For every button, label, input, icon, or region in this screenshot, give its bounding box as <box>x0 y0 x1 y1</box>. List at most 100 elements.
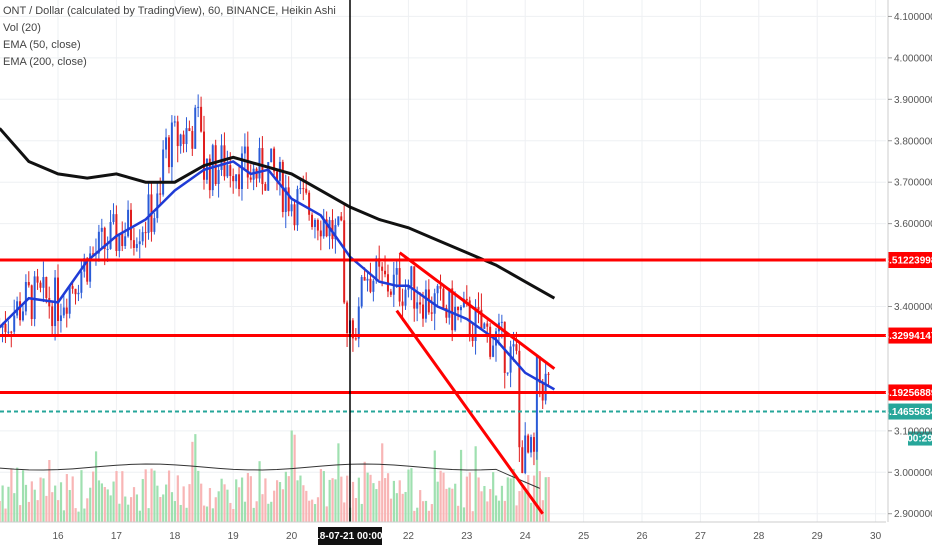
volume-bar <box>530 502 533 522</box>
volume-bar <box>340 476 343 522</box>
volume-bar <box>65 474 68 522</box>
volume-bar <box>328 479 331 522</box>
candle-body <box>384 270 387 275</box>
candle-body <box>325 219 328 237</box>
horizontal-levels[interactable]: 3.51223998 3.32994147 3.19256889 3.14655834… <box>0 251 932 446</box>
volume-bar <box>150 468 153 522</box>
time-tick-label: 27 <box>695 531 707 542</box>
countdown-tag: 00:29 <box>907 431 932 446</box>
volume-bar <box>483 486 486 522</box>
volume-bar <box>293 434 296 522</box>
candle-body <box>340 216 343 221</box>
candle-body <box>229 165 232 176</box>
volume-bar <box>319 469 322 522</box>
candle-body <box>194 107 197 149</box>
candle-body <box>240 153 243 190</box>
candle-body <box>235 174 238 182</box>
candle-body <box>86 258 89 282</box>
volume-bar <box>436 481 439 522</box>
volume-bar <box>521 485 524 522</box>
volume-bar <box>372 483 375 522</box>
candle-body <box>106 248 109 250</box>
time-tick-label: 18 <box>169 531 181 542</box>
volume-bar <box>162 494 165 522</box>
time-tick-label: 20 <box>286 531 298 542</box>
volume-bar <box>121 471 124 522</box>
candle-body <box>462 298 465 307</box>
indicator-vol[interactable]: Vol (20) <box>3 22 41 34</box>
volume-bar <box>401 493 404 522</box>
candle-body <box>413 266 416 309</box>
indicator-ema-50[interactable]: EMA (50, close) <box>3 39 81 51</box>
candle-body <box>267 162 270 191</box>
volume-bar <box>384 478 387 522</box>
candle-body <box>203 131 205 180</box>
volume-bar <box>281 489 285 522</box>
volume-bar <box>430 504 433 522</box>
candle-body <box>311 214 314 227</box>
candle-body <box>162 149 165 195</box>
candle-body <box>141 232 144 242</box>
price-tick-label: 3.60000000 <box>894 219 932 230</box>
volume-bar <box>503 500 506 522</box>
volume-bar <box>422 501 425 522</box>
volume-bar <box>363 461 366 522</box>
level-price-tag: 3.19256889 <box>884 384 932 401</box>
volume-bar <box>130 497 133 522</box>
candle-body <box>208 158 211 191</box>
volume-bar <box>276 480 279 522</box>
candle-body <box>445 307 448 318</box>
volume-bar <box>287 476 290 522</box>
time-crosshair-label: 2018-07-21 00:00:00 <box>303 527 397 545</box>
candle-body <box>167 137 170 168</box>
volume-bar <box>30 481 33 522</box>
candle-body <box>191 131 194 149</box>
volume-bar <box>273 490 276 522</box>
candle-body <box>492 345 495 357</box>
time-tick-label: 30 <box>870 531 882 542</box>
candle-body <box>220 145 223 170</box>
volume-bar <box>308 500 311 522</box>
time-axis[interactable]: 16 17 18 19 20 2018-07-21 00:00:00 22 23 24 25 26 2… <box>0 521 886 545</box>
volume-bar <box>255 501 258 522</box>
volume-bar <box>547 477 550 522</box>
volume-bar <box>544 477 547 522</box>
candle-body <box>416 302 419 309</box>
candle-body <box>486 323 489 327</box>
volume-bar <box>439 470 442 522</box>
volume-bar <box>7 486 10 522</box>
trend-line-lower <box>395 309 544 515</box>
volume-bar <box>200 483 203 522</box>
candle-body <box>100 227 103 232</box>
candle-body <box>302 188 305 190</box>
volume-bar <box>33 489 36 522</box>
candle-body <box>337 216 340 226</box>
volume-bar <box>173 501 176 522</box>
price-axis[interactable]: 4.10000000 4.00000000 3.90000000 3.80000000… <box>887 0 932 522</box>
indicator-ema-200[interactable]: EMA (200, close) <box>3 56 87 68</box>
volume-bar <box>343 502 346 522</box>
candle-body <box>170 122 173 168</box>
volume-bar <box>240 477 244 522</box>
volume-bar <box>325 506 328 522</box>
volume-bar <box>48 459 51 522</box>
price-tick-label: 2.90000000 <box>894 509 932 520</box>
candle-body <box>276 171 278 181</box>
volume-bar <box>10 468 13 522</box>
trend-lines[interactable] <box>395 251 556 515</box>
price-tick-label: 4.00000000 <box>894 53 932 64</box>
volume-bar <box>115 471 118 522</box>
time-tick-label: 24 <box>520 531 532 542</box>
volume-bar <box>97 480 101 522</box>
volume-bar <box>232 508 235 522</box>
volume-bar <box>506 477 509 522</box>
level-price-tag-bg <box>888 251 932 268</box>
candle-body <box>363 277 366 281</box>
volume-bar <box>103 487 106 522</box>
candle-body <box>153 218 156 232</box>
volume-bar <box>235 479 238 522</box>
candle-body <box>65 307 68 314</box>
candle-body <box>381 266 384 271</box>
volume-bar <box>223 484 226 522</box>
